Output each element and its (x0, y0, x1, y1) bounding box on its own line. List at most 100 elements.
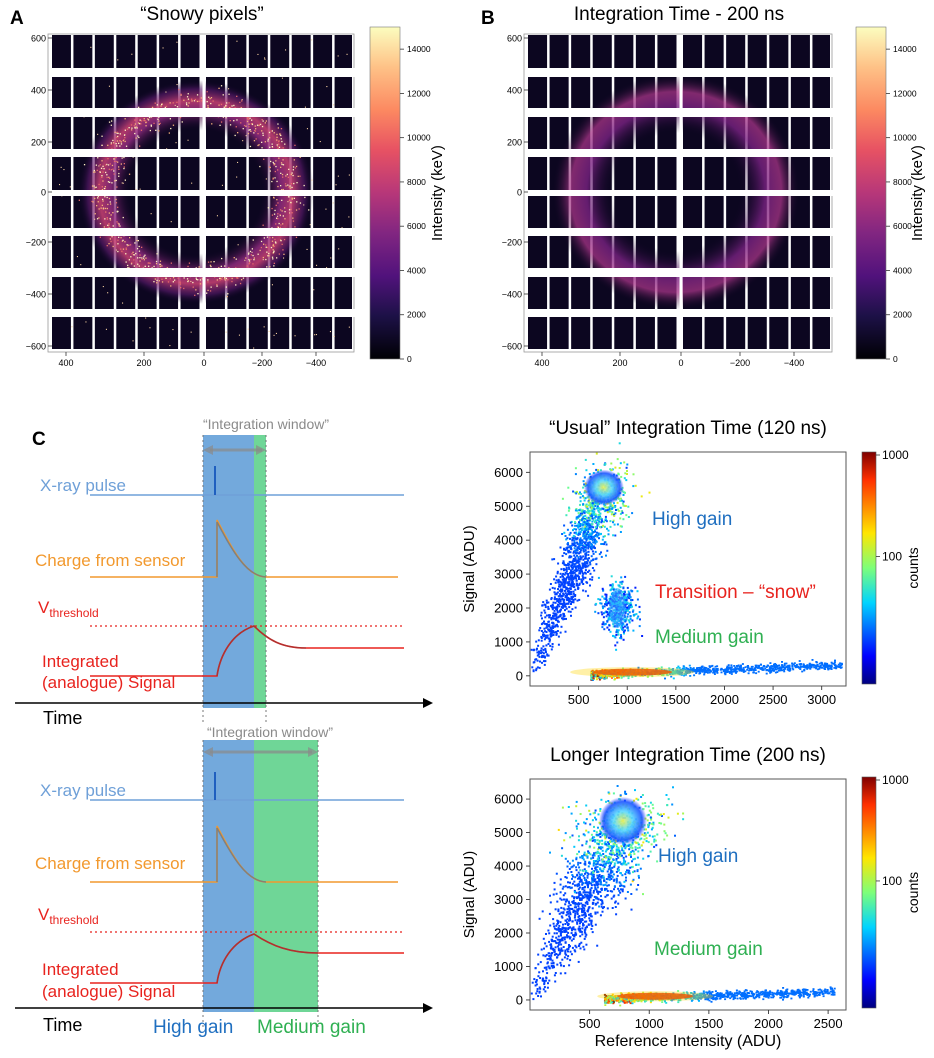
point-high-gain (585, 546, 587, 549)
point-high-gain (642, 893, 644, 896)
point-high-gain (578, 492, 580, 495)
snow-pixel (280, 166, 282, 168)
point-medium-gain (592, 677, 595, 680)
point-high-gain (549, 583, 552, 585)
point-medium-gain (684, 672, 687, 674)
snow-pixel (282, 159, 284, 161)
point-high-gain (586, 507, 589, 510)
point-medium-gain (674, 672, 677, 675)
snow-pixel (274, 170, 276, 173)
point-high-gain (569, 574, 572, 577)
snow-pixel (137, 263, 139, 265)
point-high-gain (558, 610, 561, 613)
point-high-gain (604, 535, 606, 538)
snow-pixel (115, 143, 117, 145)
point-transition (630, 599, 633, 602)
point-high-gain (575, 532, 578, 535)
point-high-gain (593, 529, 596, 532)
snow-pixel (106, 196, 108, 199)
point-high-gain (606, 509, 609, 512)
point-medium-gain (758, 664, 760, 667)
snow-pixel (105, 328, 107, 330)
snow-pixel (280, 138, 282, 140)
snow-pixel (223, 106, 225, 108)
snow-pixel (103, 187, 106, 190)
snow-pixel (253, 140, 256, 142)
colorbar-tick-label: 12000 (893, 88, 917, 98)
point-high-gain (586, 536, 589, 539)
point-medium-gain (738, 669, 741, 672)
snow-pixel (218, 267, 220, 269)
snow-pixel (120, 237, 122, 239)
snow-pixel (237, 132, 239, 134)
point-high-gain (592, 875, 595, 878)
point-high-gain (592, 552, 595, 555)
point-medium-gain (676, 671, 679, 674)
point-high-gain (542, 631, 545, 634)
snow-pixel (280, 134, 282, 137)
point-high-gain (589, 853, 592, 856)
snow-pixel (274, 209, 276, 212)
snow-pixel (174, 104, 176, 106)
detector-tile (313, 117, 333, 149)
point-high-gain (567, 590, 570, 593)
point-transition (617, 633, 620, 636)
point-high-gain (591, 537, 594, 540)
point-medium-gain (679, 671, 682, 674)
point-medium-gain (681, 671, 684, 674)
snow-pixel (139, 188, 141, 190)
detector-tile (52, 317, 71, 349)
snow-pixel (235, 267, 237, 269)
point-medium-gain (764, 667, 767, 670)
point-high-gain (574, 562, 577, 565)
snow-pixel (122, 216, 124, 219)
snow-pixel (271, 256, 274, 258)
snow-pixel (272, 249, 274, 251)
point-transition (602, 621, 605, 624)
snow-pixel (227, 293, 229, 295)
point-high-gain (538, 651, 541, 654)
point-high-gain (600, 551, 602, 554)
snow-pixel (139, 257, 141, 259)
snow-pixel (270, 246, 273, 249)
snow-pixel (268, 131, 271, 134)
point-high-gain (594, 513, 597, 516)
point-high-gain (584, 533, 587, 535)
point-medium-gain (723, 672, 726, 675)
snow-pixel (273, 164, 275, 166)
point-medium-gain (706, 669, 709, 672)
snow-pixel (124, 137, 126, 139)
detector-tile (248, 35, 268, 68)
point-high-gain (552, 601, 555, 604)
snow-pixel (115, 202, 118, 204)
point-high-gain (582, 549, 585, 552)
detector-tile (334, 196, 352, 228)
snow-pixel (270, 160, 272, 163)
snow-pixel (291, 172, 293, 174)
x-tick-label: −400 (784, 358, 804, 368)
point-high-gain (652, 821, 655, 824)
point-medium-gain (839, 662, 842, 665)
snow-pixel (288, 168, 290, 170)
snow-pixel (206, 101, 208, 103)
snow-pixel (123, 166, 125, 168)
point-transition (624, 612, 627, 615)
snow-pixel (292, 220, 295, 222)
snow-pixel (274, 177, 276, 179)
point-high-gain (562, 612, 565, 615)
point-high-gain (545, 599, 548, 602)
point-medium-gain (836, 665, 838, 668)
point-high-gain (571, 524, 574, 527)
point-high-gain (554, 631, 556, 634)
point-high-gain (562, 614, 565, 616)
point-high-gain (561, 583, 564, 586)
snow-pixel (117, 135, 119, 138)
point-medium-gain (747, 667, 749, 669)
point-high-gain (616, 523, 619, 526)
point-high-gain (546, 653, 549, 656)
point-transition (605, 601, 607, 604)
snow-pixel (155, 263, 158, 265)
point-transition (627, 629, 630, 632)
point-high-gain (554, 617, 557, 620)
point-high-gain (567, 562, 570, 565)
